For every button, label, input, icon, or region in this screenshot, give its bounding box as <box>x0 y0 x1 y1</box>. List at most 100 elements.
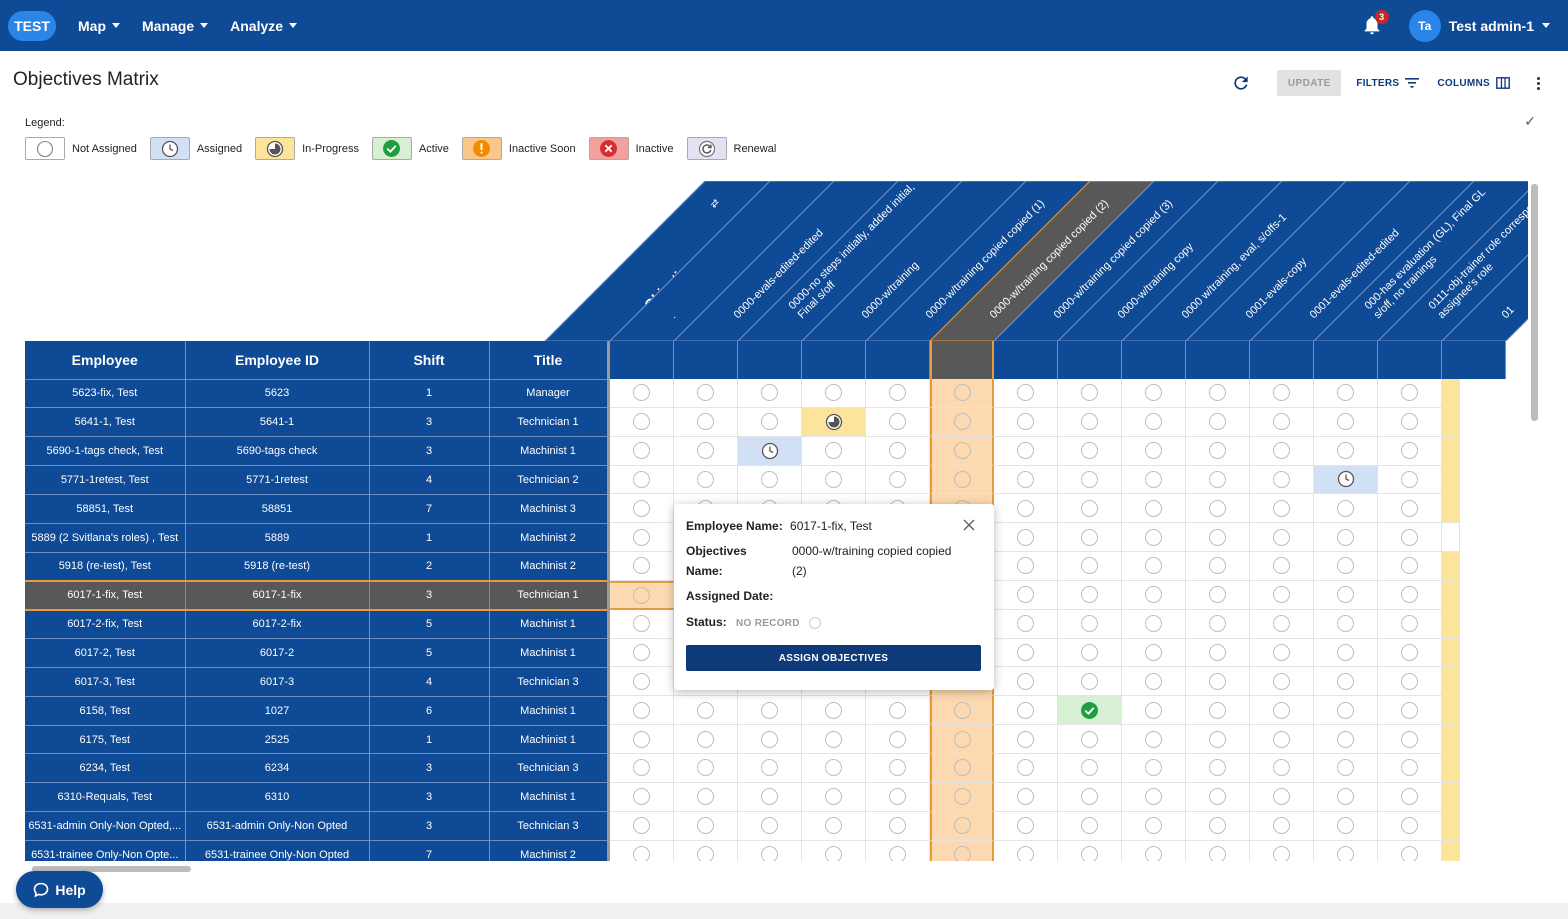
matrix-cell[interactable] <box>1058 523 1122 553</box>
matrix-cell[interactable] <box>866 696 930 726</box>
objective-column-header[interactable] <box>673 181 899 341</box>
matrix-cell[interactable] <box>1122 811 1186 841</box>
matrix-cell[interactable] <box>1442 494 1460 524</box>
menu-analyze[interactable]: Analyze <box>230 18 298 34</box>
grid-header-cell[interactable] <box>674 341 738 379</box>
matrix-cell[interactable] <box>1186 725 1250 754</box>
matrix-cell[interactable] <box>1250 609 1314 639</box>
close-icon[interactable] <box>962 518 976 532</box>
matrix-cell[interactable] <box>1378 840 1442 861</box>
matrix-cell[interactable] <box>610 494 674 524</box>
matrix-cell[interactable] <box>930 753 994 783</box>
matrix-cell[interactable] <box>1122 609 1186 639</box>
matrix-cell[interactable] <box>1058 811 1122 841</box>
matrix-cell[interactable] <box>1186 552 1250 581</box>
matrix-cell[interactable] <box>802 407 866 437</box>
matrix-cell[interactable] <box>1314 638 1378 668</box>
objective-column-header[interactable] <box>801 181 1027 341</box>
menu-map[interactable]: Map <box>78 18 120 34</box>
matrix-cell[interactable] <box>1378 782 1442 812</box>
matrix-cell[interactable] <box>1314 667 1378 697</box>
matrix-cell[interactable] <box>1314 811 1378 841</box>
matrix-cell[interactable] <box>1378 552 1442 581</box>
matrix-cell[interactable] <box>610 811 674 841</box>
matrix-cell[interactable] <box>994 753 1058 783</box>
matrix-cell[interactable] <box>1122 523 1186 553</box>
grid-header-cell[interactable] <box>866 341 930 379</box>
table-row[interactable]: 6234, Test 6234 3 Technician 3 <box>25 753 608 784</box>
objective-column-header[interactable] <box>929 181 1155 341</box>
matrix-cell[interactable] <box>866 840 930 861</box>
matrix-cell[interactable] <box>610 552 674 581</box>
matrix-cell[interactable] <box>610 753 674 783</box>
user-name[interactable]: Test admin-1 <box>1448 17 1534 34</box>
matrix-cell[interactable] <box>1378 523 1442 553</box>
matrix-cell[interactable] <box>1442 811 1460 841</box>
objective-column-header[interactable] <box>737 181 963 341</box>
matrix-cell[interactable] <box>1442 725 1460 754</box>
matrix-cell[interactable] <box>738 379 802 408</box>
matrix-cell[interactable] <box>1058 696 1122 726</box>
matrix-cell[interactable] <box>1058 379 1122 408</box>
table-row[interactable]: 6531-admin Only-Non Opted,... 6531-admin … <box>25 811 608 841</box>
matrix-cell[interactable] <box>1250 840 1314 861</box>
objective-column-header[interactable] <box>993 181 1219 341</box>
grid-header-cell[interactable] <box>1122 341 1186 379</box>
matrix-cell[interactable] <box>1442 580 1460 610</box>
matrix-cell[interactable] <box>1378 407 1442 437</box>
matrix-cell[interactable] <box>1122 465 1186 495</box>
matrix-cell[interactable] <box>1314 580 1378 610</box>
grid-header-cell[interactable] <box>1378 341 1442 379</box>
matrix-cell[interactable] <box>802 465 866 495</box>
matrix-cell[interactable] <box>1058 580 1122 610</box>
matrix-cell[interactable] <box>994 552 1058 581</box>
matrix-cell[interactable] <box>1122 494 1186 524</box>
matrix-cell[interactable] <box>1186 811 1250 841</box>
matrix-cell[interactable] <box>1378 811 1442 841</box>
matrix-cell[interactable] <box>1378 725 1442 754</box>
matrix-cell[interactable] <box>674 465 738 495</box>
user-menu-chevron-icon[interactable] <box>1542 23 1550 28</box>
matrix-cell[interactable] <box>1314 782 1378 812</box>
matrix-cell[interactable] <box>1378 494 1442 524</box>
matrix-cell[interactable] <box>866 782 930 812</box>
matrix-cell[interactable] <box>1314 523 1378 553</box>
matrix-cell[interactable] <box>610 725 674 754</box>
matrix-cell[interactable] <box>738 465 802 495</box>
table-row[interactable]: 6017-1-fix, Test 6017-1-fix 3 Technician 1 <box>25 579 608 611</box>
matrix-cell[interactable] <box>674 753 738 783</box>
matrix-cell[interactable] <box>1250 379 1314 408</box>
matrix-cell[interactable] <box>1250 725 1314 754</box>
matrix-cell[interactable] <box>802 811 866 841</box>
matrix-cell[interactable] <box>1186 379 1250 408</box>
matrix-cell[interactable] <box>994 379 1058 408</box>
matrix-cell[interactable] <box>1122 840 1186 861</box>
matrix-cell[interactable] <box>1442 696 1460 726</box>
matrix-cell[interactable] <box>1250 436 1314 466</box>
matrix-cell[interactable] <box>674 725 738 754</box>
matrix-cell[interactable] <box>802 753 866 783</box>
matrix-cell[interactable] <box>738 753 802 783</box>
matrix-cell[interactable] <box>1250 523 1314 553</box>
table-row[interactable]: 5918 (re-test), Test 5918 (re-test) 2 Machi… <box>25 552 608 582</box>
matrix-cell[interactable] <box>994 725 1058 754</box>
matrix-cell[interactable] <box>802 725 866 754</box>
matrix-cell[interactable] <box>738 840 802 861</box>
matrix-cell[interactable] <box>1442 379 1460 408</box>
help-button[interactable]: Help <box>16 871 103 908</box>
objectives-header-band[interactable] <box>544 181 771 341</box>
matrix-cell[interactable] <box>930 840 994 861</box>
matrix-cell[interactable] <box>1378 696 1442 726</box>
matrix-cell[interactable] <box>1186 580 1250 610</box>
grid-header-cell[interactable] <box>802 341 866 379</box>
matrix-cell[interactable] <box>994 782 1058 812</box>
matrix-cell[interactable] <box>1186 782 1250 812</box>
matrix-cell[interactable] <box>1314 609 1378 639</box>
table-row[interactable]: 5889 (2 Svitlana's roles) , Test 5889 1 Mac… <box>25 523 608 553</box>
matrix-cell[interactable] <box>1442 840 1460 861</box>
matrix-cell[interactable] <box>1122 638 1186 668</box>
matrix-cell[interactable] <box>1314 696 1378 726</box>
table-row[interactable]: 6531-trainee Only-Non Opte... 6531-traine… <box>25 840 608 861</box>
objective-column-header[interactable] <box>1185 181 1411 341</box>
matrix-cell[interactable] <box>802 782 866 812</box>
